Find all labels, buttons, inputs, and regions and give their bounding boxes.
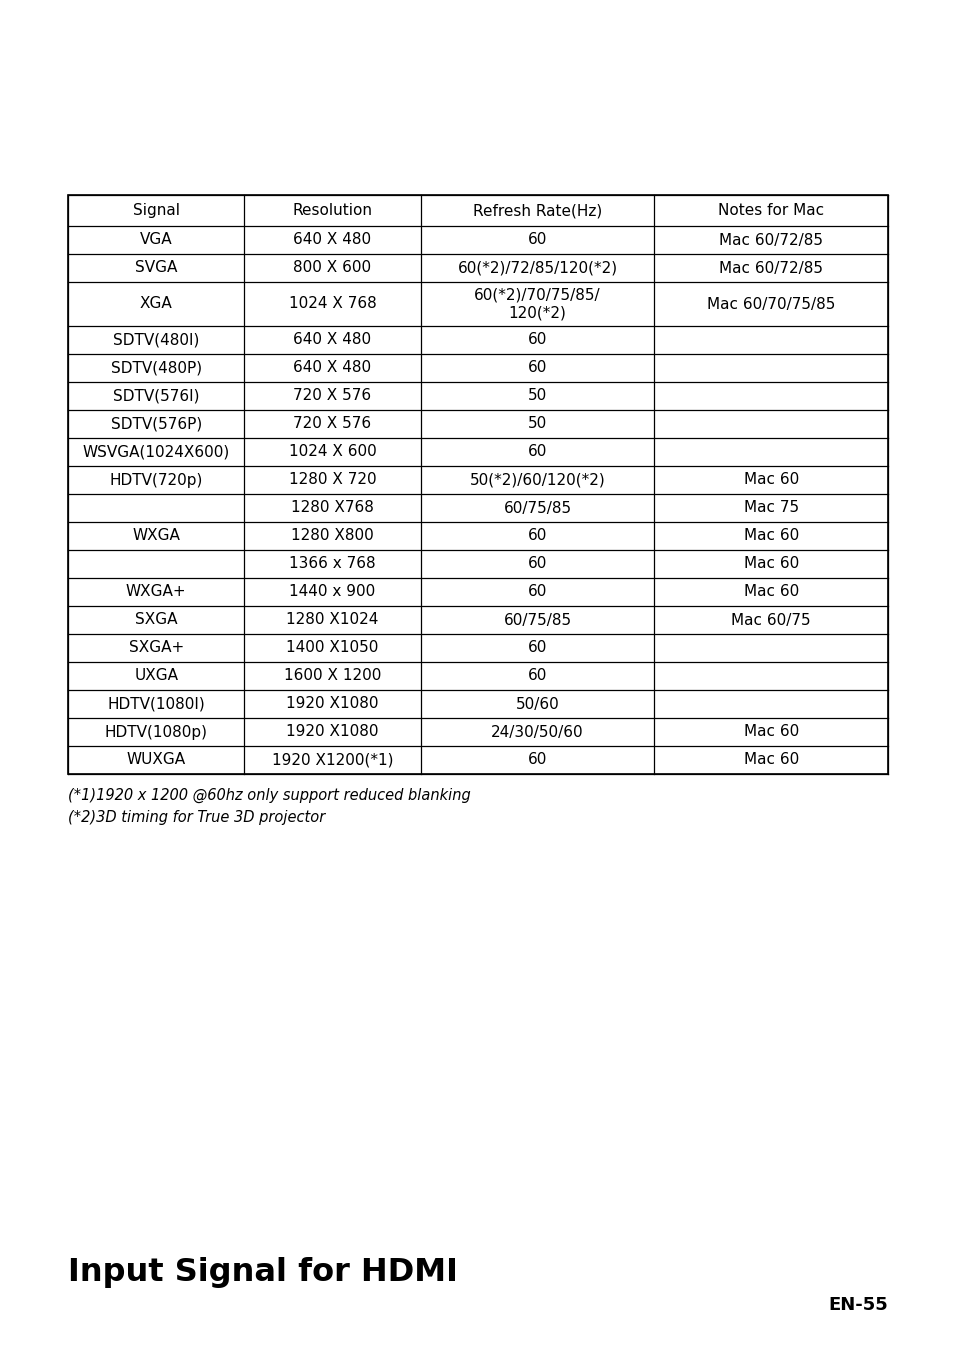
- Text: VGA: VGA: [140, 233, 172, 247]
- Text: 60: 60: [527, 641, 547, 656]
- Text: WXGA: WXGA: [132, 529, 180, 544]
- Text: 24/30/50/60: 24/30/50/60: [491, 725, 583, 740]
- Text: 60: 60: [527, 529, 547, 544]
- Text: SDTV(480P): SDTV(480P): [111, 361, 201, 376]
- Text: Mac 60/72/85: Mac 60/72/85: [719, 233, 822, 247]
- Text: 1280 X1024: 1280 X1024: [286, 612, 378, 627]
- Text: 1024 X 768: 1024 X 768: [288, 296, 375, 311]
- Text: 50/60: 50/60: [515, 696, 558, 711]
- Text: SDTV(480I): SDTV(480I): [112, 333, 199, 347]
- Text: HDTV(1080p): HDTV(1080p): [105, 725, 208, 740]
- Text: EN-55: EN-55: [827, 1297, 887, 1314]
- Text: 1280 X800: 1280 X800: [291, 529, 374, 544]
- Bar: [68, 195, 887, 773]
- Text: 60: 60: [527, 584, 547, 599]
- Text: 640 X 480: 640 X 480: [294, 233, 371, 247]
- Text: SVGA: SVGA: [134, 261, 177, 276]
- Text: Mac 60: Mac 60: [742, 753, 798, 768]
- Text: 1280 X 720: 1280 X 720: [289, 472, 375, 488]
- Text: 720 X 576: 720 X 576: [294, 416, 371, 431]
- Text: Mac 60: Mac 60: [742, 725, 798, 740]
- Text: HDTV(720p): HDTV(720p): [110, 472, 203, 488]
- Text: 50: 50: [527, 388, 546, 403]
- Text: SDTV(576P): SDTV(576P): [111, 416, 202, 431]
- Text: 720 X 576: 720 X 576: [294, 388, 371, 403]
- Text: (*1)1920 x 1200 @60hz only support reduced blanking: (*1)1920 x 1200 @60hz only support reduc…: [68, 788, 470, 803]
- Text: Mac 60: Mac 60: [742, 557, 798, 572]
- Text: 1920 X1080: 1920 X1080: [286, 725, 378, 740]
- Text: WUXGA: WUXGA: [127, 753, 186, 768]
- Text: Mac 60/70/75/85: Mac 60/70/75/85: [706, 296, 835, 311]
- Text: Mac 60/75: Mac 60/75: [731, 612, 810, 627]
- Text: 1920 X1080: 1920 X1080: [286, 696, 378, 711]
- Text: WXGA+: WXGA+: [126, 584, 186, 599]
- Text: 800 X 600: 800 X 600: [294, 261, 371, 276]
- Text: Input Signal for HDMI: Input Signal for HDMI: [68, 1257, 457, 1288]
- Text: 60: 60: [527, 333, 547, 347]
- Text: 1280 X768: 1280 X768: [291, 500, 374, 515]
- Text: Mac 75: Mac 75: [742, 500, 798, 515]
- Text: 640 X 480: 640 X 480: [294, 333, 371, 347]
- Text: 1440 x 900: 1440 x 900: [289, 584, 375, 599]
- Text: 60(*2)/72/85/120(*2): 60(*2)/72/85/120(*2): [456, 261, 617, 276]
- Text: Signal: Signal: [132, 203, 179, 218]
- Text: 1600 X 1200: 1600 X 1200: [283, 668, 381, 684]
- Text: 640 X 480: 640 X 480: [294, 361, 371, 376]
- Text: Mac 60: Mac 60: [742, 584, 798, 599]
- Text: 60/75/85: 60/75/85: [503, 612, 571, 627]
- Text: 1024 X 600: 1024 X 600: [288, 445, 375, 460]
- Text: UXGA: UXGA: [134, 668, 178, 684]
- Text: 60: 60: [527, 445, 547, 460]
- Text: 1400 X1050: 1400 X1050: [286, 641, 378, 656]
- Text: 60(*2)/70/75/85/
120(*2): 60(*2)/70/75/85/ 120(*2): [474, 288, 600, 320]
- Text: Resolution: Resolution: [293, 203, 372, 218]
- Text: Mac 60/72/85: Mac 60/72/85: [719, 261, 822, 276]
- Text: 60: 60: [527, 233, 547, 247]
- Text: Mac 60: Mac 60: [742, 529, 798, 544]
- Text: WSVGA(1024X600): WSVGA(1024X600): [83, 445, 230, 460]
- Text: 60/75/85: 60/75/85: [503, 500, 571, 515]
- Text: 60: 60: [527, 668, 547, 684]
- Text: HDTV(1080I): HDTV(1080I): [107, 696, 205, 711]
- Text: Refresh Rate(Hz): Refresh Rate(Hz): [473, 203, 601, 218]
- Text: 60: 60: [527, 361, 547, 376]
- Text: 60: 60: [527, 557, 547, 572]
- Text: SXGA: SXGA: [134, 612, 177, 627]
- Text: 1366 x 768: 1366 x 768: [289, 557, 375, 572]
- Text: SXGA+: SXGA+: [129, 641, 184, 656]
- Text: 50: 50: [527, 416, 546, 431]
- Text: SDTV(576I): SDTV(576I): [112, 388, 199, 403]
- Text: 1920 X1200(*1): 1920 X1200(*1): [272, 753, 393, 768]
- Text: XGA: XGA: [140, 296, 172, 311]
- Text: 50(*2)/60/120(*2): 50(*2)/60/120(*2): [469, 472, 605, 488]
- Text: Mac 60: Mac 60: [742, 472, 798, 488]
- Text: 60: 60: [527, 753, 547, 768]
- Text: (*2)3D timing for True 3D projector: (*2)3D timing for True 3D projector: [68, 810, 325, 825]
- Text: Notes for Mac: Notes for Mac: [718, 203, 823, 218]
